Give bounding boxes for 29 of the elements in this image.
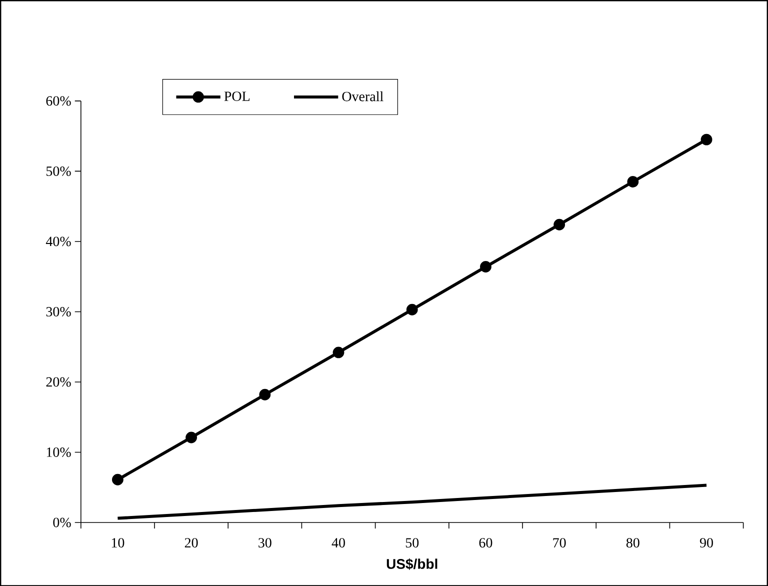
y-tick-label: 60%	[46, 96, 71, 106]
x-tick-label: 70	[553, 538, 566, 548]
point	[259, 388, 271, 400]
point	[332, 346, 344, 358]
point	[627, 176, 639, 188]
legend-label: POL	[224, 91, 250, 101]
y-tick-label: 20%	[46, 377, 71, 387]
point	[112, 474, 124, 486]
point	[480, 260, 492, 272]
y-tick-label: 40%	[46, 236, 71, 246]
x-tick-label: 20	[184, 538, 198, 548]
x-tick-label: 60	[479, 538, 492, 548]
y-tick-label: 10%	[46, 447, 71, 457]
y-tick-label: 30%	[46, 306, 71, 316]
point	[554, 218, 566, 230]
x-tick-label: 90	[700, 538, 713, 548]
x-axis-title: US$/bbl	[386, 558, 438, 570]
line-series	[116, 484, 708, 520]
point	[700, 134, 712, 146]
point	[186, 432, 198, 444]
point	[406, 304, 418, 316]
y-tick-label: 50%	[46, 166, 71, 176]
x-tick-label: 30	[258, 538, 272, 548]
x-tick-label: 50	[406, 538, 419, 548]
legend-label: Overall	[342, 91, 384, 102]
y-tick-label: 0%	[53, 518, 71, 528]
x-tick-label: 40	[332, 538, 345, 548]
x-tick-label: 80	[626, 538, 640, 548]
x-tick-label: 10	[112, 538, 124, 548]
